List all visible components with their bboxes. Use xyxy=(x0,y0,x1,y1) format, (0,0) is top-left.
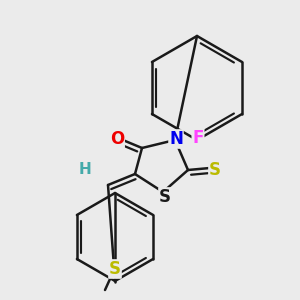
Text: N: N xyxy=(169,130,183,148)
Text: O: O xyxy=(110,130,124,148)
Text: S: S xyxy=(109,260,121,278)
Text: S: S xyxy=(159,188,171,206)
Text: F: F xyxy=(192,129,204,147)
Text: S: S xyxy=(209,161,221,179)
Text: H: H xyxy=(79,163,92,178)
